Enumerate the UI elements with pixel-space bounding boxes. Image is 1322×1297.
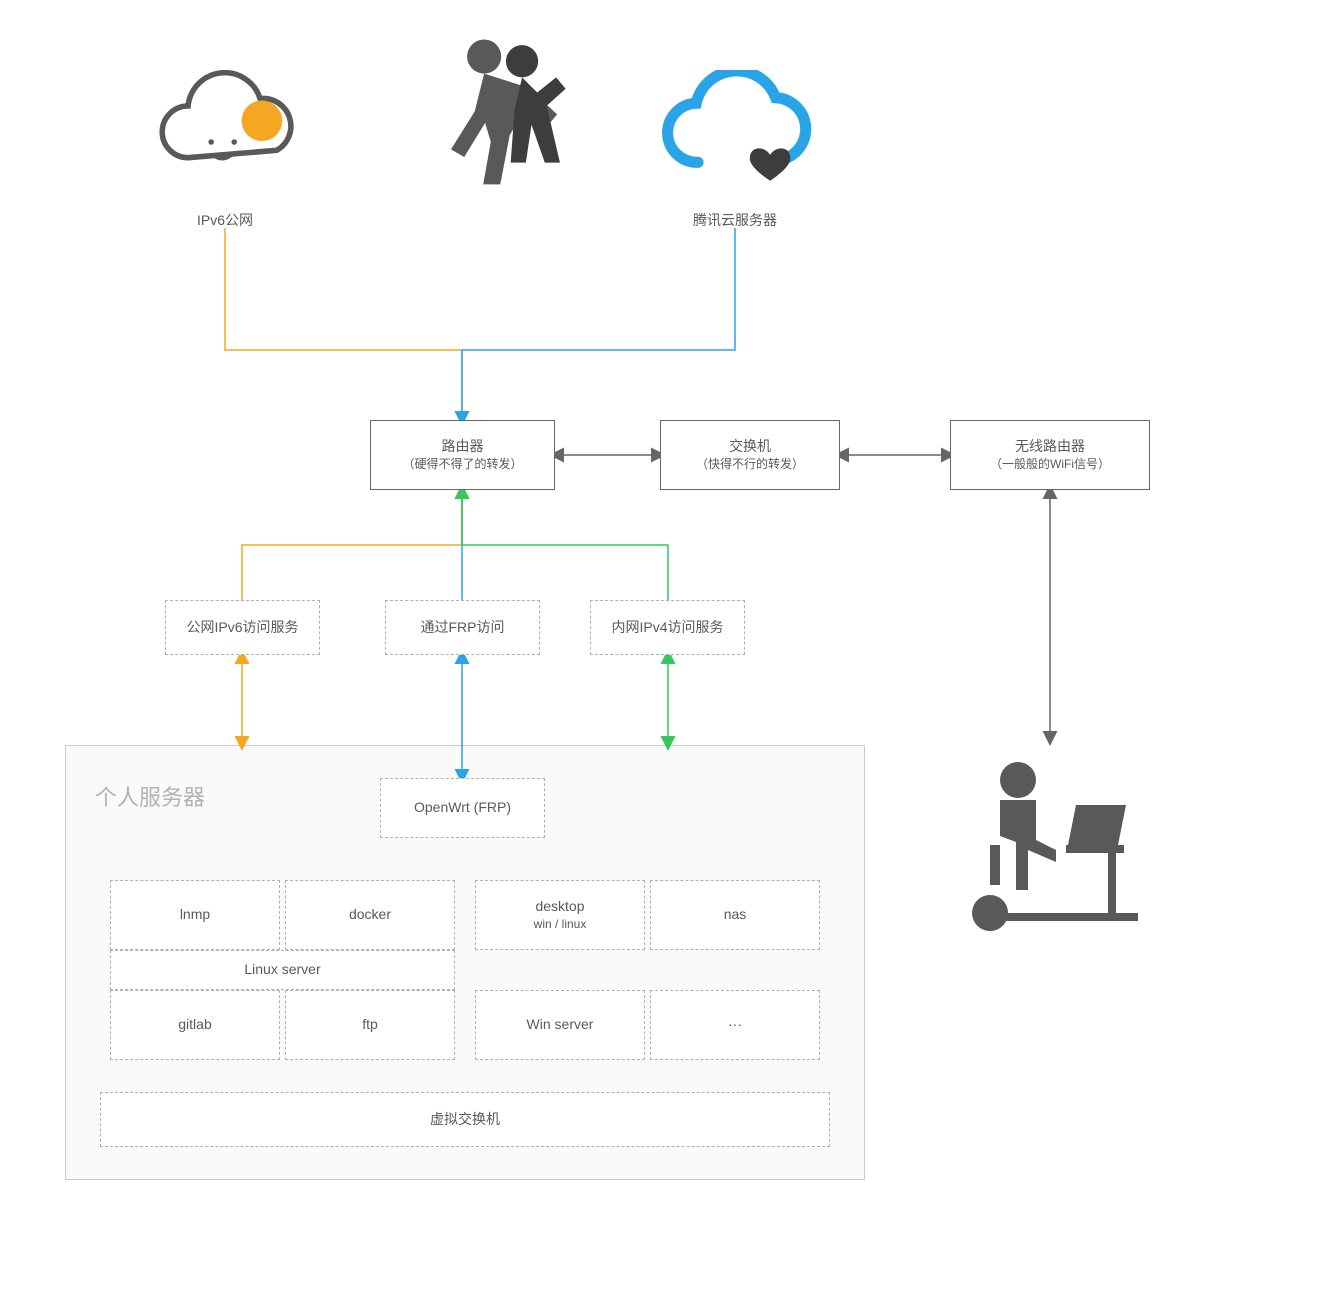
node-lnmp: lnmp xyxy=(110,880,280,950)
node-router-title: 路由器 xyxy=(442,437,484,457)
node-svc_ipv6: 公网IPv6访问服务 xyxy=(165,600,320,655)
node-svc_frp-title: 通过FRP访问 xyxy=(421,618,505,638)
node-svc_frp: 通过FRP访问 xyxy=(385,600,540,655)
node-svc_ipv4-title: 内网IPv4访问服务 xyxy=(611,618,723,638)
node-winsrv-title: Win server xyxy=(527,1015,594,1035)
node-vswitch-title: 虚拟交换机 xyxy=(430,1110,500,1130)
node-switch-sub: （快得不行的转发） xyxy=(696,456,804,473)
node-docker: docker xyxy=(285,880,455,950)
server-panel-label: 个人服务器 xyxy=(95,780,205,812)
node-svc_ipv4: 内网IPv4访问服务 xyxy=(590,600,745,655)
edge xyxy=(242,490,462,600)
node-wireless-sub: （一般般的WiFi信号） xyxy=(990,456,1110,473)
node-linux_srv-title: Linux server xyxy=(244,960,320,980)
node-more: ··· xyxy=(650,990,820,1060)
tencent-icon xyxy=(650,70,820,190)
node-desktop-title: desktop xyxy=(535,897,584,917)
diagram-canvas: 个人服务器 路由器（硬得不得了的转发） 交换机（快得不行的转发） 无线路由器（一般般的… xyxy=(0,0,1322,1297)
edge xyxy=(462,228,735,420)
node-openwrt-title: OpenWrt (FRP) xyxy=(414,798,511,818)
node-wireless-title: 无线路由器 xyxy=(1015,437,1085,457)
edge xyxy=(462,490,668,600)
node-svc_ipv6-title: 公网IPv6访问服务 xyxy=(186,618,298,638)
node-router: 路由器（硬得不得了的转发） xyxy=(370,420,555,490)
node-winsrv: Win server xyxy=(475,990,645,1060)
ipv6_cloud-icon xyxy=(145,70,305,190)
label-ipv6: IPv6公网 xyxy=(197,210,253,230)
node-docker-title: docker xyxy=(349,905,391,925)
node-nas: nas xyxy=(650,880,820,950)
node-openwrt: OpenWrt (FRP) xyxy=(380,778,545,838)
node-desktop: desktopwin / linux xyxy=(475,880,645,950)
node-nas-title: nas xyxy=(724,905,747,925)
node-ftp-title: ftp xyxy=(362,1015,378,1035)
node-linux_srv: Linux server xyxy=(110,950,455,990)
node-switch: 交换机（快得不行的转发） xyxy=(660,420,840,490)
node-router-sub: （硬得不得了的转发） xyxy=(402,456,522,473)
node-gitlab-title: gitlab xyxy=(178,1015,211,1035)
node-ftp: ftp xyxy=(285,990,455,1060)
node-switch-title: 交换机 xyxy=(729,437,771,457)
node-desktop-sub: win / linux xyxy=(534,916,587,933)
people-icon xyxy=(405,30,605,210)
node-vswitch: 虚拟交换机 xyxy=(100,1092,830,1147)
node-more-title: ··· xyxy=(728,1015,742,1035)
node-gitlab: gitlab xyxy=(110,990,280,1060)
workstation-icon xyxy=(948,740,1148,940)
node-wireless: 无线路由器（一般般的WiFi信号） xyxy=(950,420,1150,490)
label-tencent: 腾讯云服务器 xyxy=(693,210,777,230)
edge xyxy=(225,228,462,420)
node-lnmp-title: lnmp xyxy=(180,905,210,925)
